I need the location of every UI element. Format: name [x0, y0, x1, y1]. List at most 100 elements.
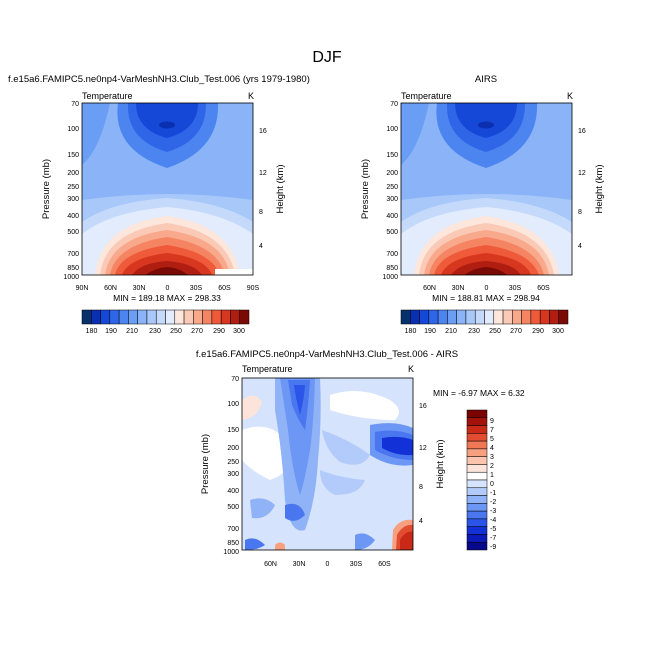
colorbar-tick-label: -2: [490, 499, 496, 506]
y-tick-label: 70: [231, 376, 239, 383]
colorbar-swatch: [474, 309, 485, 325]
colorbar-tick-label: 300: [552, 328, 564, 335]
y2-tick-label: 12: [259, 170, 267, 177]
colorbar-swatch: [466, 487, 488, 496]
colorbar-swatch: [220, 309, 231, 325]
y-tick-label: 100: [227, 401, 239, 408]
x-tick-label: 90N: [76, 285, 89, 292]
y-tick-label: 250: [67, 184, 79, 191]
y-tick-label: 70: [71, 101, 79, 108]
y2-axis-label: Height (km): [275, 164, 286, 213]
colorbar-swatch: [465, 309, 476, 325]
colorbar-tick-label: 190: [424, 328, 436, 335]
colorbar-tick-label: 180: [86, 328, 98, 335]
y2-tick-label: 4: [578, 243, 582, 250]
colorbar-swatch: [419, 309, 430, 325]
colorbar-tick-label: 0: [490, 481, 494, 488]
y2-tick-label: 16: [419, 403, 427, 410]
colorbar-swatch: [466, 433, 488, 442]
colorbar-tick-label: 190: [105, 328, 117, 335]
y-tick-label: 400: [67, 213, 79, 220]
y-tick-label: 300: [227, 471, 239, 478]
y-tick-label: 700: [67, 251, 79, 258]
x-tick-label: 0: [166, 285, 170, 292]
colorbar-tick-label: 230: [468, 328, 480, 335]
colorbar-tick-label: 5: [490, 436, 494, 443]
colorbar-tick-label: -7: [490, 535, 496, 542]
panel-difference-colorbar-labels: 9 7 5 4 3 2 1 0 -1 -2 -3 -4 -5 -7 -9: [490, 418, 496, 551]
colorbar-tick-label: -3: [490, 508, 496, 515]
y2-tick-label: 8: [578, 209, 582, 216]
y-tick-label: 850: [227, 540, 239, 547]
colorbar-swatch: [91, 309, 101, 325]
panel-model: f.e15a6.FAMIPC5.ne0np4-VarMeshNH3.Club_T…: [8, 74, 310, 303]
y-tick-label: 300: [386, 196, 398, 203]
colorbar-tick-label: 250: [170, 328, 182, 335]
y-tick-label: 1000: [382, 274, 398, 281]
figure-title: DJF: [312, 49, 342, 66]
colorbar-swatch: [211, 309, 222, 325]
y2-tick-label: 4: [419, 518, 423, 525]
colorbar-swatch: [466, 417, 488, 426]
panel-model-y2-axis: 16 12 8 4 Height (km): [259, 128, 286, 250]
panel-difference-title: f.e15a6.FAMIPC5.ne0np4-VarMeshNH3.Club_T…: [196, 349, 458, 360]
x-tick-label: 30S: [509, 285, 522, 292]
colorbar-swatch: [174, 309, 185, 325]
panel-model-units: K: [248, 91, 254, 101]
colorbar-tick-label: -4: [490, 517, 496, 524]
colorbar-swatch: [549, 309, 559, 325]
x-tick-label: 90S: [247, 285, 260, 292]
y-tick-label: 150: [227, 427, 239, 434]
colorbar-tick-label: 2: [490, 463, 494, 470]
colorbar-swatch: [466, 503, 488, 512]
panel-model-x-axis: 90N 60N 30N 0 30S 60S 90S: [76, 285, 260, 292]
y-tick-label: 400: [386, 213, 398, 220]
colorbar-swatch: [466, 510, 488, 520]
y-tick-label: 70: [390, 101, 398, 108]
panel-difference-units: K: [408, 364, 414, 374]
y-tick-label: 850: [386, 265, 398, 272]
colorbar-swatch: [118, 309, 129, 325]
panel-difference-x-axis: 60N 30N 0 30S 60S: [264, 561, 391, 568]
y-tick-label: 100: [67, 126, 79, 133]
y-tick-label: 500: [67, 229, 79, 236]
panel-difference-field-label: Temperature: [242, 364, 293, 374]
y2-tick-label: 8: [419, 484, 423, 491]
colorbar-swatch: [466, 518, 488, 527]
x-tick-label: 30N: [133, 285, 146, 292]
panel-airs-title: AIRS: [475, 74, 497, 85]
colorbar-swatch: [230, 309, 240, 325]
panel-model-field-label: Temperature: [82, 91, 133, 101]
colorbar-tick-label: 250: [489, 328, 501, 335]
colorbar-swatch: [155, 309, 166, 325]
colorbar-tick-label: 290: [532, 328, 544, 335]
y2-tick-label: 8: [259, 209, 263, 216]
colorbar-tick-label: 230: [149, 328, 161, 335]
x-tick-label: 30S: [350, 561, 363, 568]
colorbar-swatch: [165, 309, 176, 325]
colorbar-tick-label: 270: [510, 328, 522, 335]
panel-airs-field-label: Temperature: [401, 91, 452, 101]
colorbar-swatch: [202, 309, 213, 325]
colorbar-swatch: [466, 409, 488, 419]
y-tick-label: 850: [67, 265, 79, 272]
x-tick-label: 30N: [293, 561, 306, 568]
colorbar-swatch: [466, 440, 488, 450]
y2-tick-label: 16: [578, 128, 586, 135]
colorbar-swatch: [484, 309, 495, 325]
y-tick-label: 500: [386, 229, 398, 236]
panel-airs-colorbar: [400, 309, 569, 325]
y2-axis-label: Height (km): [435, 439, 446, 488]
y-tick-label: 500: [227, 504, 239, 511]
colorbar-swatch: [428, 309, 439, 325]
colorbar-swatch: [437, 309, 448, 325]
x-tick-label: 60N: [423, 285, 436, 292]
panel-airs-x-axis: 60N 30N 0 30S 60S: [423, 285, 550, 292]
colorbar-swatch: [109, 309, 120, 325]
colorbar-tick-label: -9: [490, 544, 496, 551]
colorbar-tick-label: 3: [490, 454, 494, 461]
y-tick-label: 100: [386, 126, 398, 133]
panel-difference: f.e15a6.FAMIPC5.ne0np4-VarMeshNH3.Club_T…: [196, 349, 525, 568]
colorbar-swatch: [183, 309, 194, 325]
